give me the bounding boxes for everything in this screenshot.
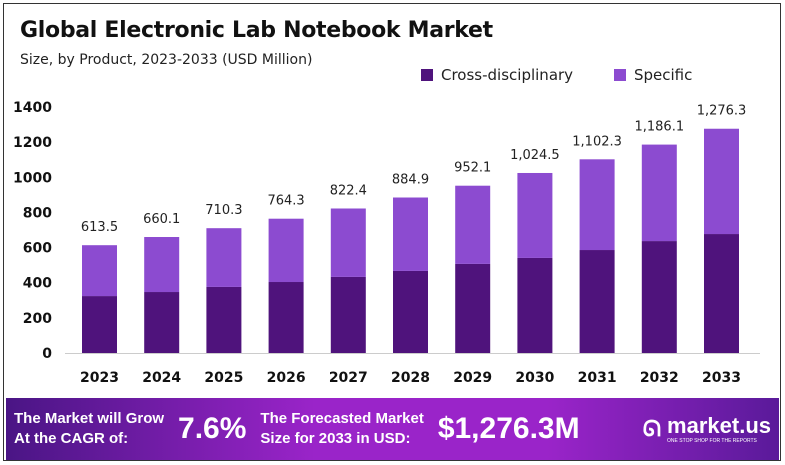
bar-specific-2027 [330,208,366,277]
x-tick-label: 2032 [640,370,679,386]
cagr-label-line2: At the CAGR of: [14,430,129,447]
legend-label: Cross-disciplinary [441,66,574,84]
data-label-2031: 1,102.3 [572,134,622,149]
cagr-label-line1: The Market will Grow [14,410,165,427]
bar-specific-2033 [704,128,739,235]
market-us-logo: ᘏ market.us ONE STOP SHOP FOR THE REPORT… [642,412,771,445]
bar-specific-2028 [393,197,428,271]
data-label-2033: 1,276.3 [697,104,747,119]
data-label-2027: 822.4 [330,183,367,198]
logo-tagline: ONE STOP SHOP FOR THE REPORTS [667,437,757,444]
y-tick-label: 400 [23,276,52,292]
legend-specific: Specific [614,66,692,84]
bar-cross-disciplinary-2026 [268,282,304,353]
bar-specific-2023 [82,245,117,297]
x-tick-label: 2033 [702,370,741,386]
data-label-2024: 660.1 [143,212,180,227]
x-tick-label: 2029 [453,370,492,386]
bar-cross-disciplinary-2027 [330,276,366,353]
data-label-2029: 952.1 [454,161,491,176]
bar-cross-disciplinary-2031 [579,250,615,353]
cagr-label: The Market will Grow At the CAGR of: [14,409,164,449]
bar-specific-2032 [641,144,677,242]
bar-cross-disciplinary-2028 [393,270,428,353]
x-tick-label: 2024 [142,370,181,386]
x-tick-label: 2028 [391,370,430,386]
bar-cross-disciplinary-2032 [641,241,677,353]
y-tick-label: 1200 [13,135,52,151]
bar-specific-2026 [268,218,304,283]
x-tick-label: 2025 [204,370,243,386]
y-tick-label: 800 [23,205,52,221]
bar-specific-2025 [206,228,242,287]
frame [3,3,781,461]
data-label-2030: 1,024.5 [510,148,560,163]
bar-cross-disciplinary-2033 [704,234,739,353]
y-tick-label: 1000 [13,170,52,186]
bar-cross-disciplinary-2030 [517,257,553,353]
y-tick-label: 0 [42,346,52,362]
x-tick-label: 2030 [515,370,554,386]
forecast-label: The Forecasted Market Size for 2033 in U… [260,409,423,449]
data-label-2028: 884.9 [392,173,429,188]
chart-subtitle: Size, by Product, 2023-2033 (USD Million… [20,52,313,68]
legend-cross-disciplinary: Cross-disciplinary [421,66,573,84]
x-tick-label: 2031 [578,370,617,386]
y-tick-label: 1400 [13,100,52,116]
forecast-label-line1: The Forecasted Market [260,410,424,427]
x-tick-label: 2023 [80,370,119,386]
logo-text: market.us ONE STOP SHOP FOR THE REPORTS [667,412,771,445]
bar-cross-disciplinary-2025 [206,286,242,353]
logo-mark-icon: ᘏ [642,416,662,441]
bar-cross-disciplinary-2024 [144,292,180,353]
bar-chart: 0 200 400 600 800 1000 1200 1400 613.5 2023 660.1 2… [13,100,760,386]
data-label-2025: 710.3 [205,203,242,218]
bar-cross-disciplinary-2029 [455,263,491,353]
y-tick-label: 200 [23,311,52,327]
legend-label: Specific [634,66,693,84]
x-tick-label: 2026 [267,370,306,386]
forecast-label-line2: Size for 2033 in USD: [260,430,411,447]
bar-specific-2030 [517,172,553,258]
cagr-value: 7.6% [178,412,247,445]
forecast-value: $1,276.3M [437,412,580,445]
summary-banner: The Market will Grow At the CAGR of: 7.6… [6,398,779,460]
logo-name: market.us [667,412,771,438]
bar-cross-disciplinary-2023 [82,296,117,353]
legend-swatch [614,69,626,81]
bar-specific-2031 [579,159,615,251]
legend-swatch [421,69,433,81]
bar-specific-2029 [455,185,491,264]
y-tick-label: 600 [23,241,52,257]
x-tick-label: 2027 [329,370,368,386]
data-label-2026: 764.3 [267,194,304,209]
data-label-2032: 1,186.1 [634,120,684,135]
data-label-2023: 613.5 [81,220,118,235]
bar-specific-2024 [144,237,180,293]
chart-title: Global Electronic Lab Notebook Market [20,18,493,43]
